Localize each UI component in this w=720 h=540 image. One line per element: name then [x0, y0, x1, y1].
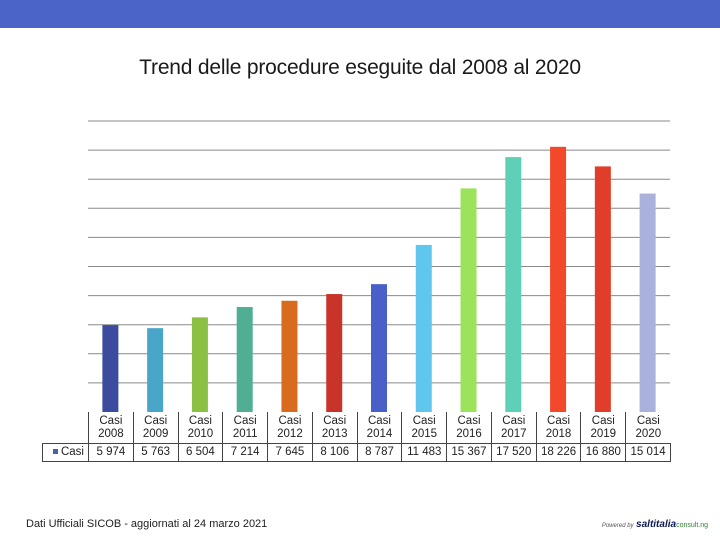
- bar-casi-2020: [639, 193, 656, 412]
- tick-label: Casi 2011: [222, 412, 268, 444]
- tick-label: Casi 2018: [535, 412, 581, 444]
- tick-label-year: 2009: [142, 427, 169, 440]
- value-row: Casi 5 974 5 763 6 504 7 214 7 645 8 106 8 787…: [42, 443, 671, 462]
- bar-casi-2016: [460, 188, 477, 412]
- tick-label-series: Casi: [591, 414, 615, 427]
- data-label: 15 367: [446, 443, 492, 462]
- bar-casi-2013: [326, 294, 343, 412]
- tick-label-series: Casi: [323, 414, 347, 427]
- tick-label-year: 2010: [187, 427, 214, 440]
- bar-casi-2012: [281, 300, 298, 412]
- tick-label-year: 2015: [411, 427, 438, 440]
- data-label: 17 520: [490, 443, 537, 462]
- tick-label-series: Casi: [188, 414, 212, 427]
- data-label: 5 974: [88, 443, 134, 462]
- tick-label-series: Casi: [233, 414, 257, 427]
- data-label: 8 787: [356, 443, 402, 462]
- bar-chart: [88, 120, 670, 412]
- bar-casi-2019: [594, 166, 611, 412]
- data-label: 7 214: [222, 443, 268, 462]
- tick-label: Casi 2015: [401, 412, 447, 444]
- bar-casi-2015: [415, 244, 432, 412]
- data-label: 11 483: [401, 443, 447, 462]
- bar-casi-2011: [236, 307, 253, 412]
- table-corner: [43, 412, 89, 444]
- bar-casi-2009: [147, 328, 164, 412]
- tick-label: Casi 2017: [490, 412, 537, 444]
- tick-label-year: 2019: [590, 427, 617, 440]
- tick-label: Casi 2013: [311, 412, 358, 444]
- data-label: 6 504: [177, 443, 223, 462]
- bar-casi-2010: [191, 317, 208, 412]
- data-label: 18 226: [535, 443, 581, 462]
- tick-label-year: 2016: [456, 427, 482, 440]
- tick-label-series: Casi: [502, 414, 526, 427]
- series-label: Casi: [42, 443, 89, 462]
- tick-label-year: 2013: [321, 427, 348, 440]
- tick-label-series: Casi: [99, 414, 123, 427]
- tick-label-year: 2014: [366, 427, 393, 440]
- brand-name: saltitalia: [636, 519, 677, 530]
- tick-label-series: Casi: [636, 414, 660, 427]
- tick-label-series: Casi: [367, 414, 391, 427]
- brand-domain: consult.ng: [676, 522, 708, 529]
- data-label: 15 014: [625, 443, 671, 462]
- tick-label-year: 2011: [232, 427, 258, 440]
- tick-label: Casi 2020: [625, 412, 671, 444]
- tick-label-year: 2020: [635, 427, 662, 440]
- tick-label-year: 2018: [545, 427, 572, 440]
- tick-label-series: Casi: [547, 414, 571, 427]
- tick-label: Casi 2008: [88, 412, 134, 444]
- tick-label: Casi 2016: [446, 412, 492, 444]
- tick-label-series: Casi: [412, 414, 436, 427]
- tick-label-series: Casi: [144, 414, 168, 427]
- data-label: 16 880: [580, 443, 626, 462]
- tick-label: Casi 2010: [177, 412, 223, 444]
- bar-casi-2014: [371, 284, 387, 412]
- category-row: Casi 2008 Casi 2009 Casi 2010 Casi 2011 Casi 2012…: [43, 412, 671, 444]
- bar-casi-2017: [505, 157, 522, 412]
- source-note: Dati Ufficiali SICOB - aggiornati al 24 …: [26, 518, 268, 530]
- chart-title: Trend delle procedure eseguite dal 2008 …: [139, 56, 581, 79]
- data-label: 7 645: [267, 443, 313, 462]
- data-label: 8 106: [311, 443, 358, 462]
- header-bar: [0, 0, 720, 28]
- brand-powered: Powered by: [601, 523, 634, 529]
- tick-label-year: 2008: [98, 427, 124, 440]
- tick-label: Casi 2009: [132, 412, 179, 444]
- data-table: Casi 2008 Casi 2009 Casi 2010 Casi 2011 Casi 2012…: [42, 412, 671, 462]
- tick-label: Casi 2012: [267, 412, 313, 444]
- legend-key-icon: [52, 449, 58, 455]
- tick-label-year: 2012: [277, 427, 303, 440]
- bar-casi-2018: [550, 146, 567, 412]
- data-label: 5 763: [132, 443, 179, 462]
- brand-logo: Powered by saltitaliaconsult.ng: [602, 519, 708, 530]
- tick-label-year: 2017: [500, 427, 527, 440]
- tick-label-series: Casi: [278, 414, 302, 427]
- bar-casi-2008: [102, 325, 119, 412]
- tick-label-series: Casi: [457, 414, 481, 427]
- tick-label: Casi 2014: [356, 412, 402, 444]
- tick-label: Casi 2019: [580, 412, 626, 444]
